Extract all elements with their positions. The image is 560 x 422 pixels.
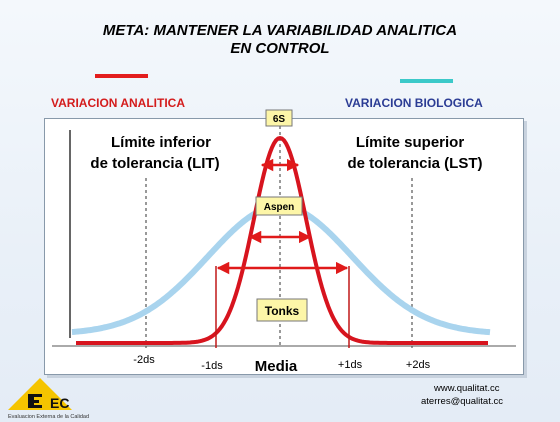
six-s-box: 6S — [265, 109, 293, 127]
legend-analitica-label: VARIACION ANALITICA — [51, 96, 185, 110]
legend-biologica-label: VARIACION BIOLOGICA — [345, 96, 483, 110]
eeec-logo: EC Evaluacion Externa de la Calidad — [8, 378, 89, 420]
legend-analitica-swatch — [95, 74, 148, 78]
analytical-variation-curve — [76, 136, 488, 345]
footer-website[interactable]: www.qualitat.cc — [434, 383, 500, 394]
lst-label-line-2: de tolerancia (LST) — [347, 155, 482, 172]
lst-label-line-1: Límite superior — [356, 134, 465, 151]
aspen-box: Aspen — [255, 196, 303, 216]
logo-caption: Evaluacion Externa de la Calidad — [8, 414, 89, 420]
tick-plus-1ds: +1ds — [338, 359, 363, 371]
title-line-2: EN CONTROL — [230, 40, 330, 57]
logo-text: EC — [50, 395, 69, 411]
legend-biologica-swatch — [400, 79, 453, 83]
lit-label-line-1: Límite inferior — [111, 134, 211, 151]
six-s-label: 6S — [273, 114, 286, 125]
tick-minus-2ds: -2ds — [133, 354, 155, 366]
tick-plus-2ds: +2ds — [406, 359, 431, 371]
tick-media: Media — [255, 358, 298, 375]
tick-minus-1ds: -1ds — [201, 360, 223, 372]
tonks-box: Tonks — [256, 298, 308, 322]
tonks-label: Tonks — [265, 304, 300, 318]
footer-email[interactable]: aterres@qualitat.cc — [421, 396, 503, 407]
aspen-label: Aspen — [264, 202, 295, 213]
title-line-1: META: MANTENER LA VARIABILIDAD ANALITICA — [102, 22, 458, 39]
lit-label-line-2: de tolerancia (LIT) — [90, 155, 219, 172]
slide-title: META: MANTENER LA VARIABILIDAD ANALITICA… — [0, 22, 560, 58]
